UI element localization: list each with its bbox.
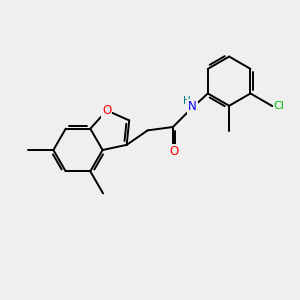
- Text: O: O: [170, 145, 179, 158]
- Text: H: H: [184, 96, 191, 106]
- Text: Cl: Cl: [274, 101, 285, 111]
- Text: N: N: [188, 100, 197, 113]
- Text: O: O: [102, 104, 111, 117]
